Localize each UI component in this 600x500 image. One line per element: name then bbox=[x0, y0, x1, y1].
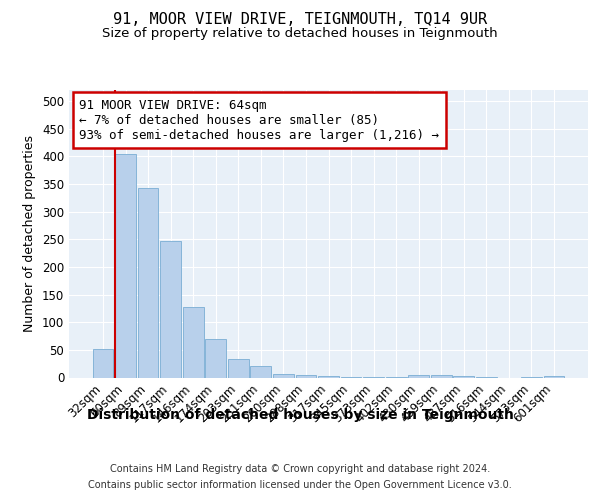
Bar bbox=[273, 374, 294, 378]
Bar bbox=[341, 377, 361, 378]
Bar bbox=[115, 154, 136, 378]
Bar bbox=[250, 366, 271, 378]
Bar bbox=[454, 376, 474, 378]
Bar bbox=[431, 374, 452, 378]
Bar bbox=[205, 339, 226, 378]
Bar bbox=[476, 377, 497, 378]
Text: 91, MOOR VIEW DRIVE, TEIGNMOUTH, TQ14 9UR: 91, MOOR VIEW DRIVE, TEIGNMOUTH, TQ14 9U… bbox=[113, 12, 487, 28]
Bar bbox=[544, 376, 565, 378]
Y-axis label: Number of detached properties: Number of detached properties bbox=[23, 135, 37, 332]
Bar bbox=[228, 358, 248, 378]
Text: Distribution of detached houses by size in Teignmouth: Distribution of detached houses by size … bbox=[86, 408, 514, 422]
Text: 91 MOOR VIEW DRIVE: 64sqm
← 7% of detached houses are smaller (85)
93% of semi-d: 91 MOOR VIEW DRIVE: 64sqm ← 7% of detach… bbox=[79, 98, 439, 142]
Bar bbox=[409, 374, 429, 378]
Bar bbox=[160, 242, 181, 378]
Bar bbox=[183, 306, 203, 378]
Bar bbox=[318, 376, 339, 378]
Text: Contains public sector information licensed under the Open Government Licence v3: Contains public sector information licen… bbox=[88, 480, 512, 490]
Bar bbox=[296, 376, 316, 378]
Bar bbox=[521, 377, 542, 378]
Bar bbox=[386, 377, 407, 378]
Bar bbox=[363, 377, 384, 378]
Bar bbox=[92, 350, 113, 378]
Text: Size of property relative to detached houses in Teignmouth: Size of property relative to detached ho… bbox=[102, 28, 498, 40]
Text: Contains HM Land Registry data © Crown copyright and database right 2024.: Contains HM Land Registry data © Crown c… bbox=[110, 464, 490, 474]
Bar bbox=[137, 188, 158, 378]
